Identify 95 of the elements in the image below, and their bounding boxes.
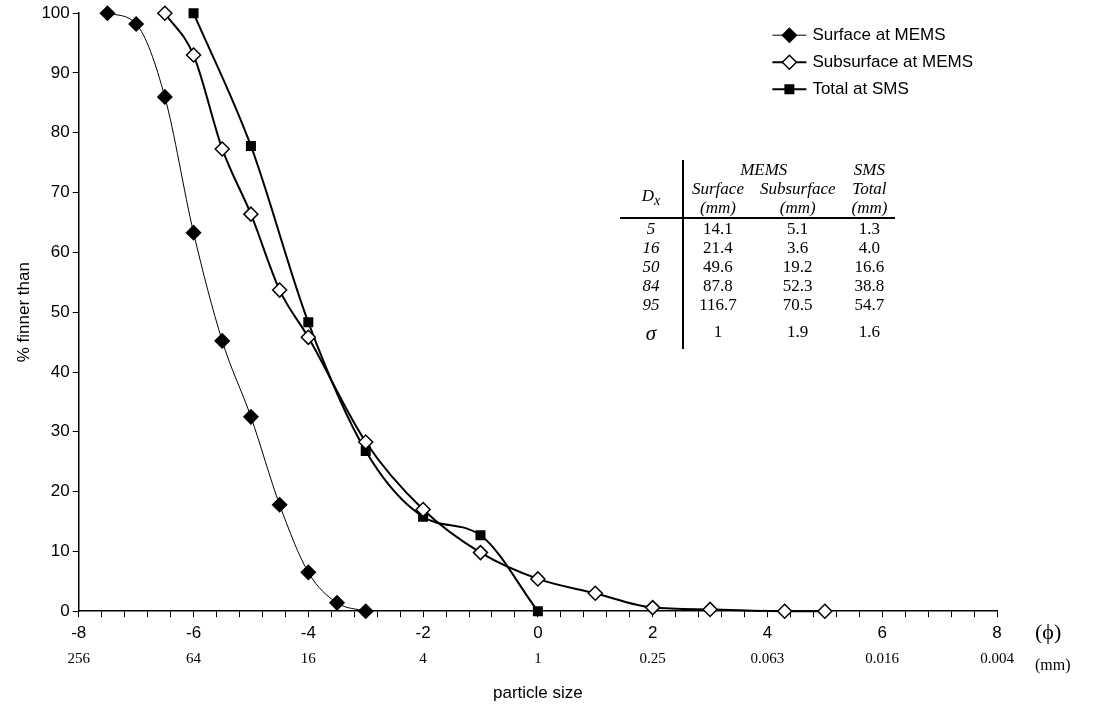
x-tick-label: 0 [533,623,543,643]
point [128,16,144,32]
point [243,409,259,425]
annotation: MEMS [739,160,789,179]
text: D$_{x}$ [620,179,683,218]
point [243,206,259,222]
legend-label: Surface at MEMS [812,24,946,44]
y-tick-label: 80 [50,122,70,142]
point [472,544,489,561]
x-axis-title: particle size [493,683,583,703]
category-label: Subsurface (mm) [751,179,844,218]
text: 70.5 [782,295,813,314]
text: 1.6 [858,322,881,341]
point [303,317,314,328]
y-tick-label: 30 [50,421,70,441]
point [188,8,199,19]
x-tick-label: 8 [992,623,1002,643]
point [185,47,202,63]
text: 19.2 [782,257,813,276]
text: (ϕ) [1035,618,1062,644]
legend-label: Total at SMS [812,78,909,98]
y-tick-label: 40 [50,361,70,381]
y-tick-label: 90 [50,62,70,82]
text: 38.8 [854,276,885,295]
x-tick-label: -2 [415,623,431,643]
text: 14.1 [703,219,733,238]
y-tick-label: 0 [60,600,70,620]
x2-tick-label: 0.25 [639,649,666,666]
y-tick-label: 100 [41,2,70,22]
x2-tick-label: 1 [534,649,542,666]
legend-label: Subsurface at MEMS [812,51,973,71]
category-label: Total (mm) [843,179,896,218]
y-tick-label: 20 [50,481,70,501]
x-tick-label: -4 [300,623,316,643]
x2-tick-label: 0.063 [750,649,785,666]
text: 54.7 [854,295,885,314]
category-label: 84 [642,276,660,295]
x-tick-label: 4 [762,623,773,643]
point [300,329,317,346]
point [157,89,173,105]
y-axis-title: % finner than [13,262,33,363]
text: 16.6 [854,257,885,276]
text: 1 [713,322,723,341]
point [587,585,604,602]
category-label: σ [645,321,657,345]
category-label: Surface (mm) [683,179,752,218]
y-tick-label: 50 [50,301,70,321]
point [99,5,116,21]
y-tick-label: 10 [50,541,70,561]
text: 116.7 [699,295,737,314]
text: 3.6 [787,238,809,257]
point [702,601,718,618]
x-tick-label: 6 [877,623,887,643]
category-label: 16 [642,238,660,257]
point [530,571,546,587]
text: 4.0 [858,238,881,257]
point [271,497,288,513]
point [271,282,288,298]
point [475,530,486,541]
y-tick-label: 70 [50,182,70,202]
annotation: SMS [852,160,886,179]
x2-tick-label: 0.016 [865,649,900,666]
text: 87.8 [703,276,733,295]
point [357,603,374,619]
point [357,434,374,450]
point [214,141,230,157]
text: (mm) [1035,655,1071,674]
y-tick-label: 60 [50,242,70,262]
text: 1.3 [858,219,881,238]
text: 49.6 [703,257,733,276]
category-label: 95 [642,295,660,314]
x2-tick-label: 0.004 [980,649,1015,666]
point [776,603,793,619]
x2-tick-label: 64 [186,649,202,666]
point [245,140,256,151]
point [185,224,202,241]
text: 52.3 [782,276,813,295]
text: 1.9 [787,322,809,341]
text: 21.4 [703,238,733,257]
category-label: 50 [642,257,660,276]
text: 5.1 [787,219,809,238]
x2-tick-label: 4 [419,649,428,666]
category-label: 5 [646,219,656,238]
point [644,599,661,616]
point [329,595,345,611]
x-tick-label: -6 [185,623,202,643]
point [214,333,230,349]
point [157,5,173,21]
x2-tick-label: 16 [300,649,317,666]
x-tick-label: 2 [647,623,658,643]
x2-tick-label: 256 [67,649,91,666]
point [415,501,431,518]
point [817,603,833,619]
point [300,564,317,581]
x-tick-label: -8 [71,623,87,643]
